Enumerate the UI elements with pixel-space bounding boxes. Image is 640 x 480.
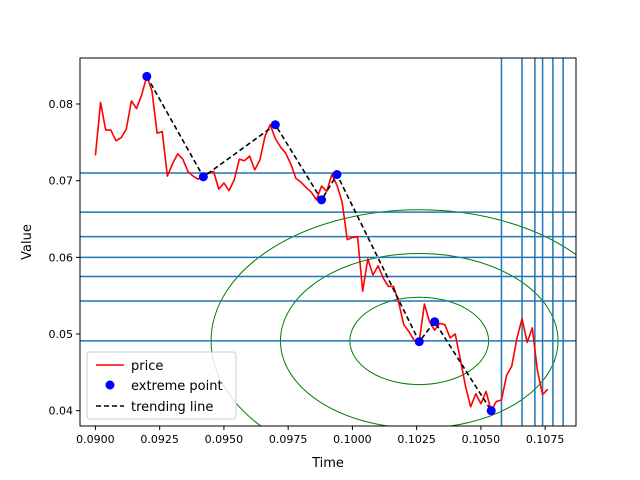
x-tick-label-0: 0.0900 xyxy=(76,433,115,446)
axes-layer: 0.0900 0.0925 0.0950 0.0975 0.1000 0.1025 0.10… xyxy=(49,98,565,446)
plot-layer xyxy=(80,58,576,426)
legend-label-trending-line: trending line xyxy=(131,400,213,415)
legend: price extreme point trending line xyxy=(86,351,237,420)
extreme-point-5 xyxy=(414,337,424,347)
x-tick-label-2: 0.0950 xyxy=(205,433,244,446)
extreme-point-7 xyxy=(486,406,496,416)
x-tick-label-1: 0.0925 xyxy=(140,433,179,446)
x-axis-label: Time xyxy=(311,456,344,471)
price-line xyxy=(94,75,549,412)
extreme-point-1 xyxy=(198,172,208,182)
y-tick-label-1: 0.05 xyxy=(49,328,74,341)
y-axis-label: Value xyxy=(20,224,35,260)
x-tick-label-3: 0.0975 xyxy=(269,433,308,446)
extreme-point-6 xyxy=(430,317,440,327)
legend-label-price: price xyxy=(131,359,163,374)
extreme-point-4 xyxy=(332,170,342,180)
extreme-point-2 xyxy=(270,120,280,130)
legend-swatch-extreme-point xyxy=(105,380,115,390)
x-tick-label-4: 0.1000 xyxy=(333,433,372,446)
y-tick-label-0: 0.04 xyxy=(49,405,74,418)
x-tick-label-7: 0.1075 xyxy=(526,433,565,446)
y-tick-label-4: 0.08 xyxy=(49,98,74,111)
plot-frame xyxy=(79,57,577,427)
extreme-point-3 xyxy=(317,195,327,205)
legend-box xyxy=(86,351,237,420)
y-tick-label-3: 0.07 xyxy=(49,175,74,188)
y-tick-label-2: 0.06 xyxy=(49,251,74,264)
legend-label-extreme-point: extreme point xyxy=(131,379,223,394)
extreme-point-0 xyxy=(142,71,152,81)
x-tick-label-5: 0.1025 xyxy=(397,433,436,446)
x-tick-label-6: 0.1050 xyxy=(462,433,501,446)
